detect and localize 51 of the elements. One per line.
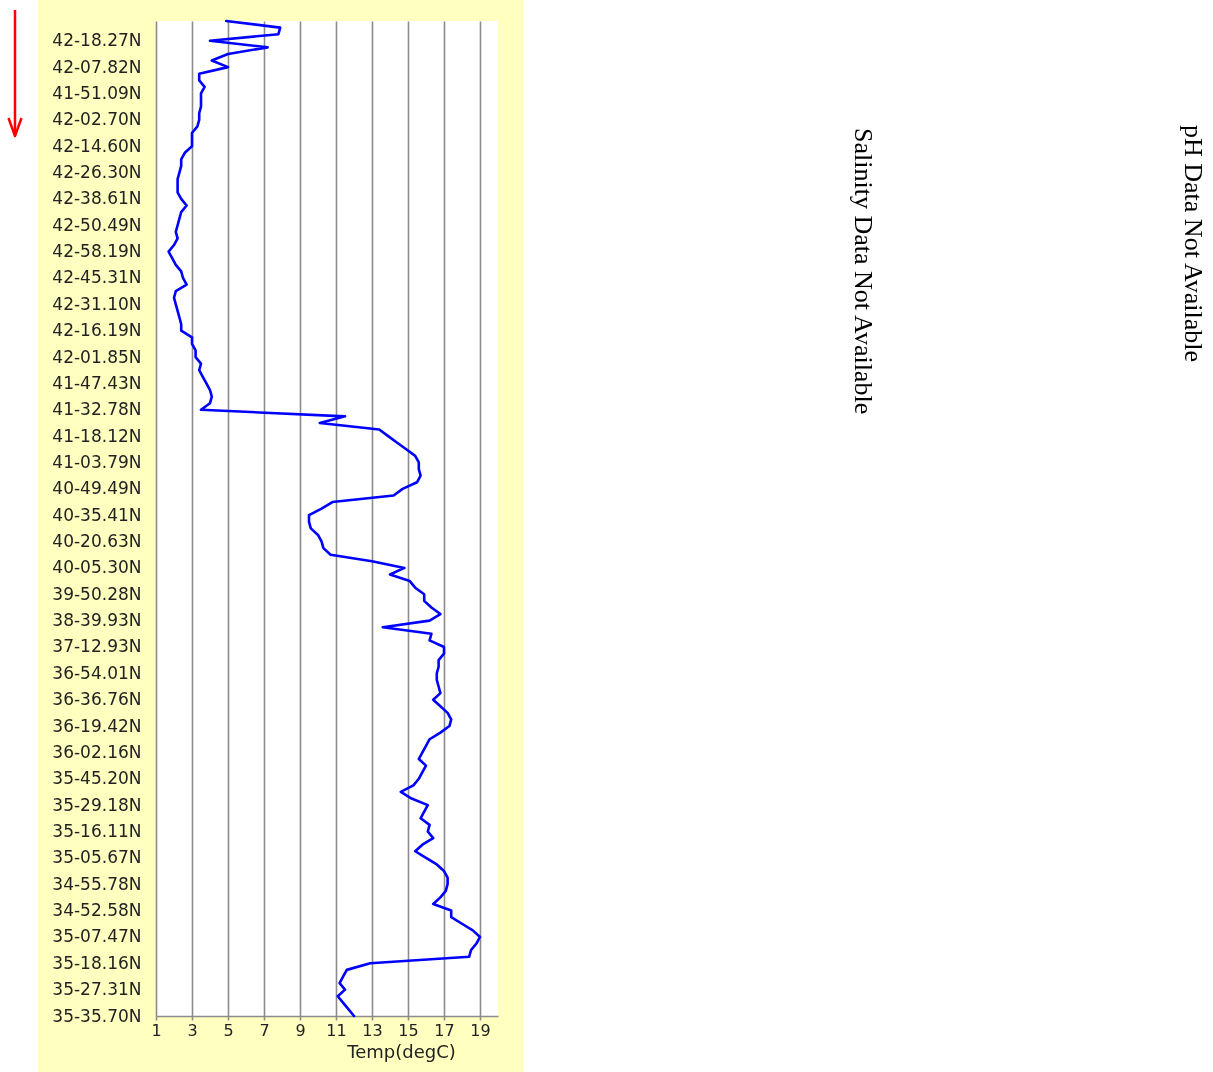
y-tick-label: 39-50.28N [52,583,142,604]
y-tick-label: 36-36.76N [52,689,142,710]
y-tick-label: 35-45.20N [52,768,142,789]
y-tick-label: 36-02.16N [52,741,142,762]
y-tick-label: 42-31.10N [52,293,142,314]
y-tick-label: 42-14.60N [52,135,142,156]
y-tick-label: 34-52.58N [52,900,142,921]
y-tick-label: 42-16.19N [52,320,142,341]
y-tick-label: 42-38.61N [52,188,142,209]
y-tick-label: 40-05.30N [52,557,142,578]
y-tick-label: 35-35.70N [52,1005,142,1026]
y-tick-label: 42-07.82N [52,56,142,77]
x-tick-label: 15 [398,1020,419,1040]
y-tick-label: 42-26.30N [52,162,142,183]
y-tick-label: 41-51.09N [52,82,142,103]
y-tick-label: 42-02.70N [52,109,142,130]
y-tick-label: 42-50.49N [52,214,142,235]
y-tick-label: 37-12.93N [52,636,142,657]
y-tick-label: 35-05.67N [52,847,142,868]
y-tick-label: 36-19.42N [52,715,142,736]
y-tick-label: 35-18.16N [52,952,142,973]
x-axis-title: Temp(degC) [346,1040,456,1062]
y-tick-label: 42-58.19N [52,241,142,262]
x-tick-label: 7 [259,1020,270,1040]
x-tick-label: 19 [470,1020,491,1040]
x-tick-label: 1 [151,1020,162,1040]
y-tick-label: 36-54.01N [52,662,142,683]
y-tick-label: 40-20.63N [52,531,142,552]
y-tick-label: 42-45.31N [52,267,142,288]
y-tick-label: 34-55.78N [52,873,142,894]
x-tick-label: 3 [187,1020,198,1040]
y-tick-label: 41-47.43N [52,372,142,393]
x-tick-label: 11 [326,1020,347,1040]
x-tick-label: 17 [434,1020,455,1040]
x-tick-label: 5 [223,1020,234,1040]
y-tick-label: 38-39.93N [52,610,142,631]
x-tick-label: 9 [295,1020,306,1040]
x-tick-label: 13 [362,1020,383,1040]
y-tick-label: 35-27.31N [52,979,142,1000]
y-tick-label: 41-32.78N [52,399,142,420]
y-tick-label: 40-35.41N [52,504,142,525]
text: Salinity Data Not Available [849,128,878,415]
y-tick-label: 35-29.18N [52,794,142,815]
text: pH Data Not Available [1179,125,1208,363]
y-tick-label: 40-49.49N [52,478,142,499]
y-tick-label: 35-07.47N [52,926,142,947]
y-tick-label: 41-03.79N [52,451,142,472]
y-tick-label: 35-16.11N [52,821,142,841]
y-tick-label: 42-18.27N [52,30,142,51]
y-tick-label: 41-18.12N [52,425,142,446]
y-tick-label: 42-01.85N [52,346,142,367]
